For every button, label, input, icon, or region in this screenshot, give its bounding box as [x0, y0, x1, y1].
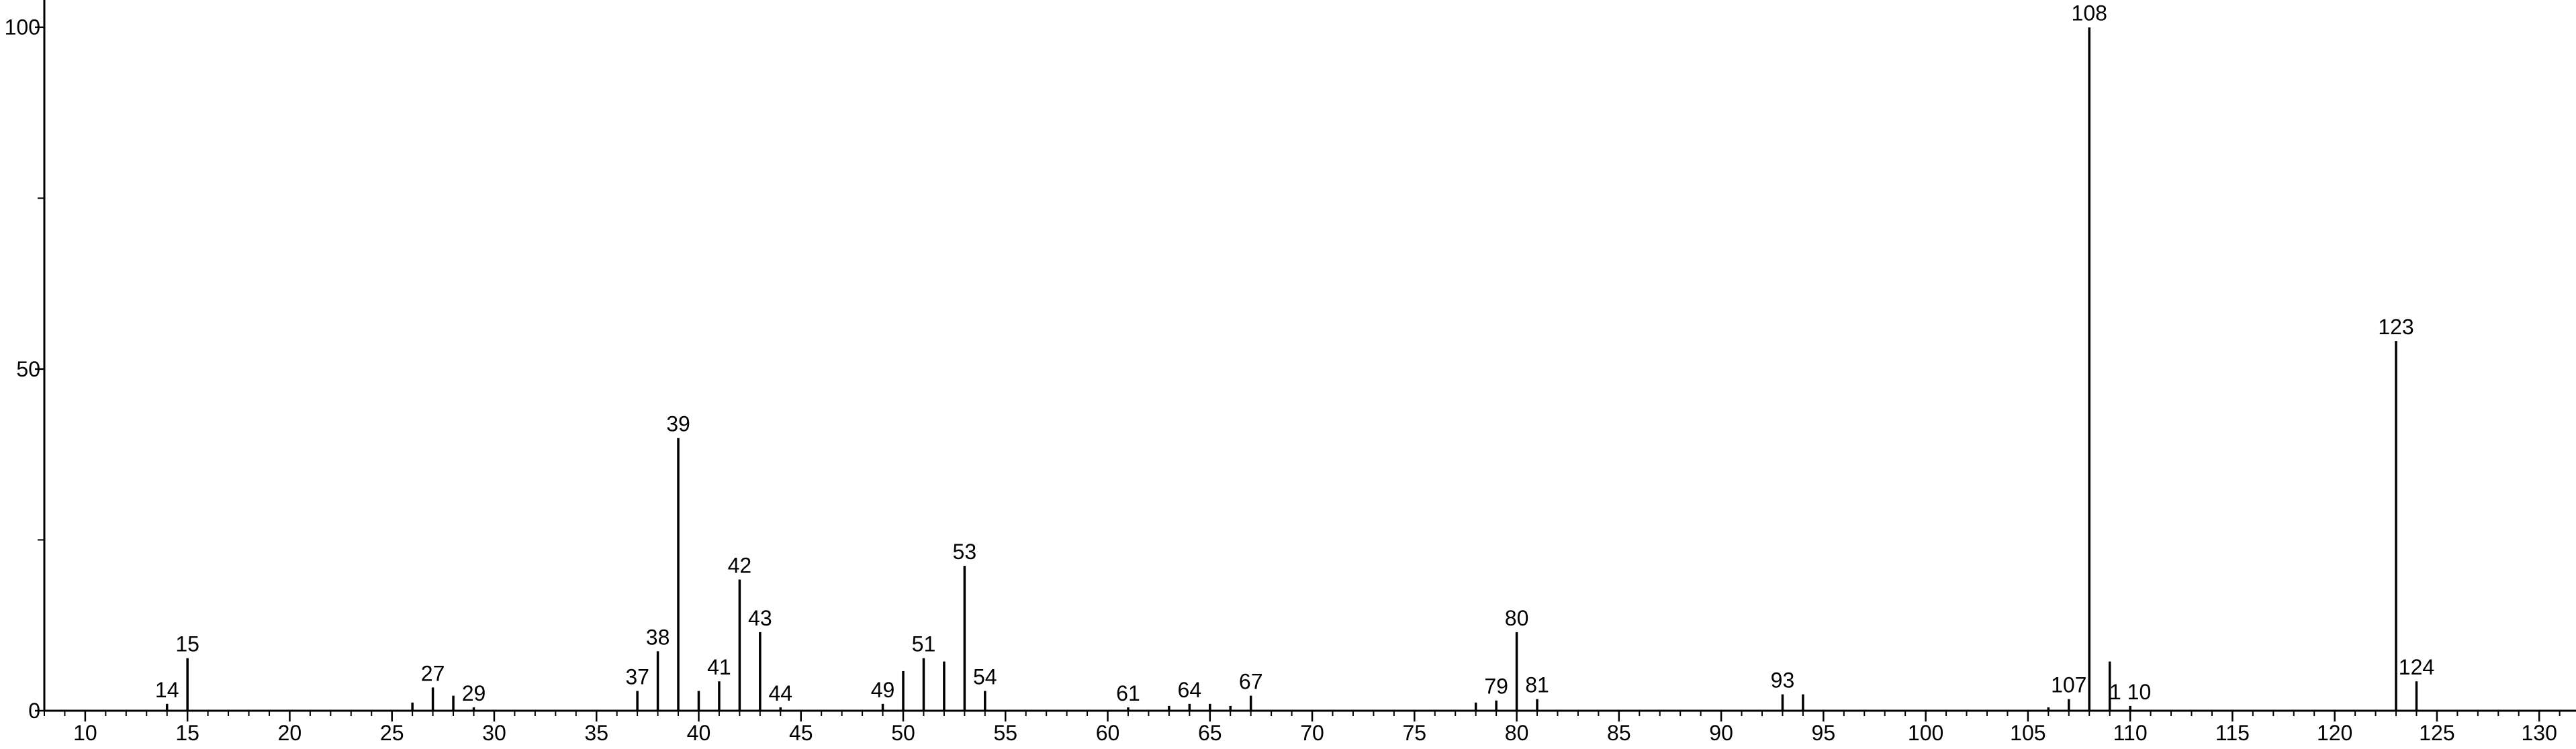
x-tick-label: 90 [1709, 721, 1733, 745]
peak-label: 29 [462, 681, 486, 705]
x-tick-label: 95 [1812, 721, 1836, 745]
peak-label: 14 [155, 678, 179, 702]
x-tick-label: 105 [2010, 721, 2045, 745]
x-tick-label: 20 [278, 721, 302, 745]
x-tick-label: 110 [2113, 721, 2148, 745]
peak-label: 108 [2072, 1, 2107, 26]
peak-label: 123 [2378, 315, 2413, 339]
peak-label: 27 [421, 661, 445, 685]
x-tick-label: 30 [482, 721, 506, 745]
x-tick-label: 50 [891, 721, 915, 745]
x-tick-label: 25 [380, 721, 404, 745]
peak-label: 80 [1505, 606, 1529, 630]
x-tick-label: 10 [73, 721, 97, 745]
peak-label: 61 [1116, 681, 1140, 705]
peak-label: 81 [1525, 673, 1549, 697]
x-tick-label: 80 [1505, 721, 1529, 745]
x-tick-label: 55 [993, 721, 1017, 745]
x-tick-label: 15 [175, 721, 199, 745]
x-tick-label: 65 [1198, 721, 1222, 745]
x-tick-label: 120 [2317, 721, 2352, 745]
peak-label: 49 [871, 678, 895, 702]
peak-label: 37 [625, 664, 649, 689]
peak-label: 15 [175, 632, 199, 656]
peak-label: 39 [666, 412, 690, 436]
peak-label: 38 [646, 625, 670, 649]
peak-label: 54 [973, 664, 997, 689]
peak-label: 41 [707, 655, 731, 679]
peak-label: 93 [1771, 668, 1795, 693]
x-tick-label: 70 [1300, 721, 1324, 745]
peak-label: 107 [2051, 673, 2086, 697]
x-tick-label: 130 [2521, 721, 2557, 745]
peak-label: 51 [912, 632, 936, 656]
peak-label: 64 [1178, 678, 1202, 702]
peak-label: 53 [953, 540, 977, 564]
x-tick-label: 85 [1607, 721, 1631, 745]
y-tick-label: 0 [28, 699, 40, 723]
peak-label: 44 [768, 681, 792, 705]
peak-label: 43 [748, 606, 772, 630]
x-tick-label: 125 [2419, 721, 2454, 745]
y-tick-label: 100 [5, 15, 40, 40]
x-tick-label: 60 [1096, 721, 1120, 745]
peak-label: 124 [2399, 655, 2434, 679]
x-tick-label: 40 [687, 721, 711, 745]
x-tick-label: 115 [2215, 721, 2250, 745]
x-tick-label: 75 [1403, 721, 1427, 745]
x-tick-label: 45 [789, 721, 813, 745]
x-tick-label: 100 [1908, 721, 1943, 745]
y-tick-label: 50 [16, 357, 40, 381]
peak-label: 42 [728, 553, 752, 577]
x-tick-label: 35 [584, 721, 608, 745]
peak-label: 1 10 [2109, 680, 2151, 704]
peak-label: 67 [1239, 670, 1263, 694]
peak-label: 79 [1484, 675, 1508, 699]
